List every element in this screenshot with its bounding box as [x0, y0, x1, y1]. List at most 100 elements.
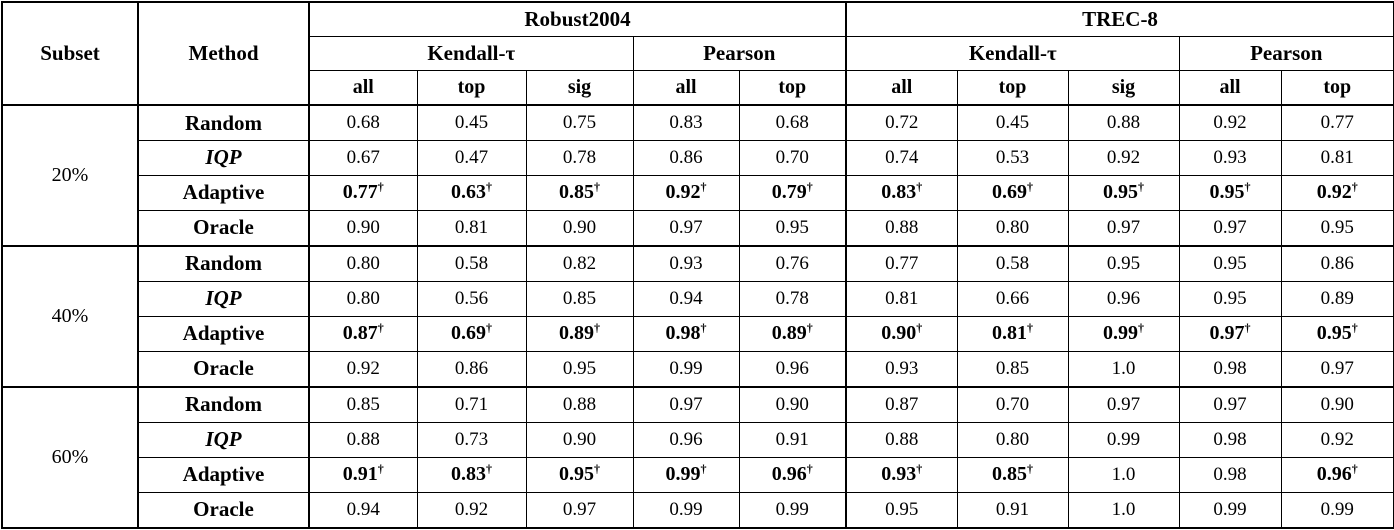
- table-body: 20% Random 0.68 0.45 0.75 0.83 0.68 0.72 0.45 0.8…: [1, 104, 1394, 529]
- subgroup-header-row: Kendall-τ Pearson Kendall-τ Pearson: [2, 36, 1394, 71]
- value-cell: 0.79†: [738, 174, 847, 211]
- value-cell: 0.96: [738, 350, 847, 388]
- value-cell: 0.89: [1280, 280, 1394, 317]
- value-cell: 0.92†: [1280, 174, 1394, 211]
- value-cell: 0.85: [956, 350, 1069, 388]
- value-cell: 0.80: [308, 280, 418, 317]
- value-cell: 0.70: [956, 385, 1069, 423]
- value-cell: 0.90: [525, 421, 634, 458]
- value-cell: 0.90: [308, 209, 418, 247]
- value-cell: 0.53: [956, 140, 1069, 176]
- value-cell: 0.97: [525, 491, 634, 529]
- value-cell: 0.58: [416, 244, 527, 282]
- value-cell: 1.0: [1067, 456, 1180, 493]
- value-cell: 0.77†: [308, 174, 418, 211]
- dagger-marker: †: [916, 461, 923, 476]
- value-cell: 0.95: [525, 350, 634, 388]
- dagger-marker: †: [1027, 461, 1033, 476]
- value-cell: 0.86: [1280, 244, 1394, 282]
- value-cell: 0.66: [956, 280, 1069, 317]
- dagger-marker: †: [1138, 320, 1144, 335]
- group-header-trec8: TREC-8: [845, 1, 1394, 37]
- method-cell: Random: [137, 244, 310, 282]
- subgroup-header-pearson-robust: Pearson: [632, 36, 847, 71]
- value-cell: 1.0: [1067, 350, 1180, 388]
- value-cell: 0.92: [1280, 421, 1394, 458]
- value-cell: 0.87†: [308, 315, 418, 352]
- dagger-marker: †: [700, 179, 707, 194]
- method-cell: Oracle: [137, 209, 310, 247]
- dagger-marker: †: [700, 320, 707, 335]
- value-cell: 0.99: [1067, 421, 1180, 458]
- value-cell: 0.77: [1280, 104, 1394, 141]
- value-cell: 0.80: [956, 421, 1069, 458]
- value-cell: 0.83†: [845, 174, 958, 211]
- value-cell: 0.77: [845, 244, 958, 282]
- value-cell: 0.45: [956, 104, 1069, 141]
- value-cell: 0.99: [1280, 491, 1394, 529]
- value-cell: 0.99: [738, 491, 847, 529]
- method-cell: Random: [137, 104, 310, 141]
- subset-cell: 60%: [1, 385, 139, 529]
- value-cell: 0.87: [845, 385, 958, 423]
- leaf-header-row: all top sig all top all top sig all top: [2, 70, 1394, 106]
- subgroup-header-kendall-trec: Kendall-τ: [845, 36, 1180, 71]
- method-cell: IQP: [137, 421, 310, 458]
- value-cell: 0.97: [1178, 209, 1282, 247]
- value-cell: 0.45: [416, 104, 527, 141]
- dagger-marker: †: [1351, 461, 1358, 476]
- value-cell: 0.81: [1280, 140, 1394, 176]
- value-cell: 0.69†: [416, 315, 527, 352]
- value-cell: 0.93: [845, 350, 958, 388]
- leaf-col-header-top: top: [738, 70, 847, 106]
- value-cell: 0.93: [632, 244, 740, 282]
- value-cell: 0.47: [416, 140, 527, 176]
- method-cell: Adaptive: [137, 174, 310, 211]
- table-row: 20% Random 0.68 0.45 0.75 0.83 0.68 0.72 0.45 0.8…: [1, 104, 1394, 247]
- value-cell: 0.86: [416, 350, 527, 388]
- leaf-col-header-top: top: [416, 70, 527, 106]
- value-cell: 0.89†: [738, 315, 847, 352]
- value-cell: 0.92: [1067, 140, 1180, 176]
- dagger-marker: †: [594, 179, 600, 194]
- value-cell: 0.85†: [956, 456, 1069, 493]
- value-cell: 0.92: [1178, 104, 1282, 141]
- value-cell: 0.83: [632, 104, 740, 141]
- value-cell: 0.97: [632, 385, 740, 423]
- dagger-marker: †: [486, 461, 492, 476]
- table-row: Oracle 0.90 0.81 0.90 0.97 0.95 0.88 0.80 0.97 0.…: [2, 209, 1394, 247]
- value-cell: 0.68: [738, 104, 847, 141]
- dagger-marker: †: [377, 179, 384, 194]
- value-cell: 0.99†: [632, 456, 740, 493]
- value-cell: 0.97: [1067, 385, 1180, 423]
- dagger-marker: †: [1244, 179, 1251, 194]
- dagger-marker: †: [806, 179, 813, 194]
- table-row: 60% Random 0.85 0.71 0.88 0.97 0.90 0.87 0.70 0.9…: [1, 385, 1394, 529]
- subset-cell: 40%: [1, 244, 139, 388]
- value-cell: 0.91: [738, 421, 847, 458]
- value-cell: 0.92: [308, 350, 418, 388]
- value-cell: 0.95†: [525, 456, 634, 493]
- subgroup-header-pearson-trec: Pearson: [1178, 36, 1394, 71]
- value-cell: 0.90: [1280, 385, 1394, 423]
- dagger-marker: †: [594, 320, 600, 335]
- value-cell: 0.78: [738, 280, 847, 317]
- dagger-marker: †: [806, 320, 813, 335]
- value-cell: 0.97: [1280, 350, 1394, 388]
- value-cell: 0.88: [525, 385, 634, 423]
- value-cell: 0.88: [308, 421, 418, 458]
- value-cell: 0.98: [1178, 456, 1282, 493]
- leaf-col-header-top: top: [1280, 70, 1394, 106]
- value-cell: 0.95: [845, 491, 958, 529]
- value-cell: 0.56: [416, 280, 527, 317]
- value-cell: 0.91†: [308, 456, 418, 493]
- value-cell: 0.95: [1280, 209, 1394, 247]
- value-cell: 0.95†: [1067, 174, 1180, 211]
- dagger-marker: †: [1244, 320, 1251, 335]
- table-row: Adaptive 0.77† 0.63† 0.85† 0.92† 0.79† 0.83† 0.…: [2, 174, 1394, 211]
- value-cell: 0.96: [632, 421, 740, 458]
- dagger-marker: †: [806, 461, 813, 476]
- subgroup-header-kendall-robust: Kendall-τ: [308, 36, 634, 71]
- dagger-marker: †: [1027, 320, 1033, 335]
